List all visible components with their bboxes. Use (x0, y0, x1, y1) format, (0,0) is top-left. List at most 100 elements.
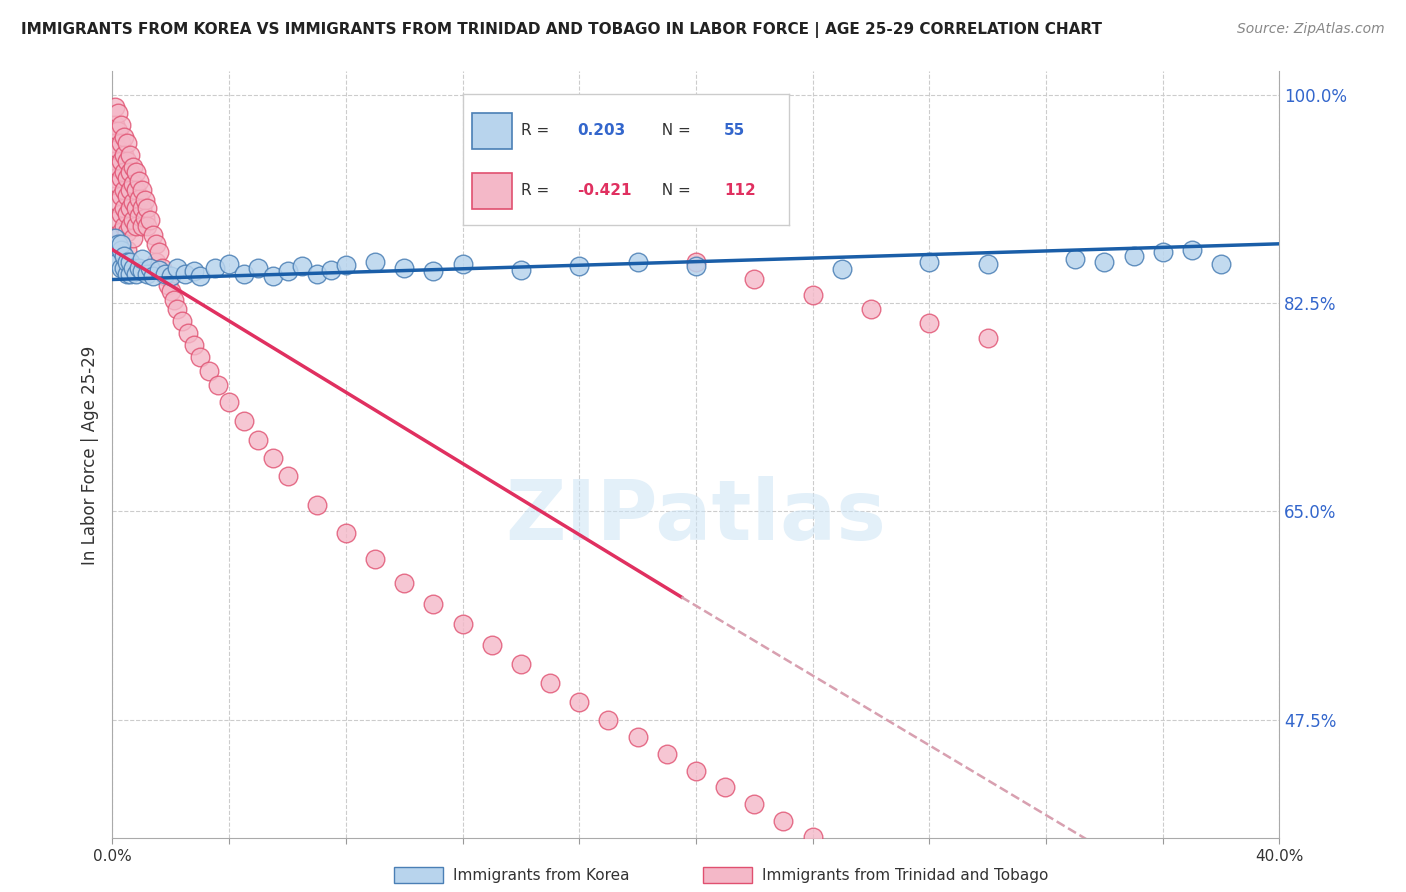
Point (207, 378, 229, 392)
Point (150, 260, 173, 275)
Point (145, 236, 167, 251)
Point (139, 213, 162, 227)
Point (183, 264, 205, 278)
Point (598, 713, 620, 727)
Point (262, 450, 284, 465)
Point (115, 225, 138, 239)
Point (321, 263, 343, 277)
Point (131, 183, 153, 197)
Point (742, 272, 765, 286)
Point (110, 136, 132, 150)
Point (685, 764, 707, 778)
Point (1094, 254, 1116, 268)
Point (128, 192, 150, 206)
Point (112, 201, 135, 215)
Y-axis label: In Labor Force | Age 25-29: In Labor Force | Age 25-29 (80, 345, 98, 565)
Point (104, 153, 127, 168)
Point (232, 414, 254, 428)
Point (509, 263, 531, 277)
Point (1181, 243, 1204, 257)
Point (218, 257, 240, 271)
Point (110, 171, 132, 186)
Point (115, 153, 138, 168)
Point (305, 499, 328, 513)
Point (451, 257, 474, 271)
Point (115, 243, 138, 257)
Point (125, 165, 148, 179)
Point (655, 747, 678, 761)
Point (112, 183, 135, 197)
Point (115, 207, 138, 221)
Point (451, 617, 474, 632)
Point (394, 575, 416, 590)
Point (204, 260, 226, 275)
Point (276, 264, 298, 278)
Point (188, 350, 211, 364)
Point (110, 236, 132, 251)
Point (107, 254, 129, 268)
Point (110, 225, 132, 239)
Point (104, 171, 127, 186)
Point (156, 278, 179, 293)
Point (110, 118, 132, 132)
Point (831, 261, 853, 276)
Point (160, 285, 183, 299)
Point (110, 260, 132, 275)
Point (122, 195, 145, 210)
Point (188, 268, 211, 283)
Point (115, 136, 138, 150)
Point (197, 364, 219, 378)
Point (232, 267, 254, 281)
Point (262, 268, 284, 283)
Point (627, 731, 650, 745)
Point (772, 814, 794, 828)
Point (889, 875, 911, 889)
Point (335, 525, 357, 540)
Point (104, 100, 127, 114)
Point (627, 254, 650, 268)
Point (118, 165, 141, 179)
Point (509, 657, 531, 671)
Point (685, 260, 707, 274)
Point (125, 267, 148, 281)
Point (110, 189, 132, 203)
Point (860, 302, 883, 317)
Point (134, 193, 156, 207)
Point (568, 695, 591, 709)
Point (172, 314, 194, 328)
Point (134, 211, 156, 225)
Point (742, 797, 765, 811)
Point (118, 147, 141, 161)
Text: Immigrants from Trinidad and Tobago: Immigrants from Trinidad and Tobago (762, 868, 1049, 882)
Point (122, 260, 145, 275)
Point (183, 338, 205, 352)
Point (122, 231, 145, 245)
Point (1122, 249, 1144, 263)
Point (115, 171, 138, 186)
Text: IMMIGRANTS FROM KOREA VS IMMIGRANTS FROM TRINIDAD AND TOBAGO IN LABOR FORCE | AG: IMMIGRANTS FROM KOREA VS IMMIGRANTS FROM… (21, 22, 1102, 38)
Point (247, 433, 270, 447)
Point (125, 183, 148, 197)
Point (118, 254, 141, 268)
Point (148, 263, 170, 277)
Point (568, 260, 591, 274)
Point (481, 638, 503, 652)
Point (104, 118, 127, 132)
Point (136, 267, 159, 281)
Point (142, 228, 165, 243)
Point (422, 597, 444, 611)
Point (1209, 257, 1232, 271)
Point (107, 160, 129, 174)
Point (364, 254, 387, 268)
Point (131, 264, 153, 278)
Point (107, 213, 129, 227)
Point (110, 243, 132, 257)
Point (107, 178, 129, 192)
Point (422, 264, 444, 278)
Point (976, 331, 998, 345)
Point (110, 153, 132, 168)
Point (118, 267, 141, 281)
Text: Immigrants from Korea: Immigrants from Korea (453, 868, 630, 882)
Point (218, 395, 240, 409)
Point (131, 219, 153, 233)
